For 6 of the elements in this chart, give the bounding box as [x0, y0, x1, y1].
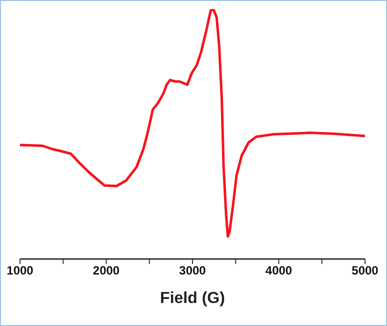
- x-tick-label: 2000: [92, 264, 120, 278]
- x-tick-label: 3000: [179, 264, 206, 278]
- x-tick-label: 5000: [352, 264, 379, 278]
- x-tick-label: 1000: [6, 264, 34, 278]
- x-tick-label: 4000: [265, 264, 292, 278]
- x-axis-title: Field (G): [160, 290, 225, 307]
